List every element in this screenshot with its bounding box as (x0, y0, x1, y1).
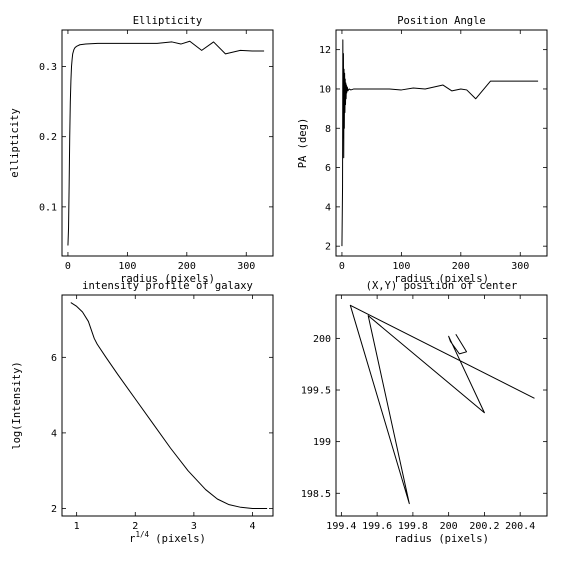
plot-frame (335, 294, 548, 517)
y-tick-label: 4 (51, 428, 57, 439)
y-tick-label: 2 (325, 242, 331, 253)
x-tick-label: 100 (392, 261, 410, 272)
chart-title: Ellipticity (133, 15, 203, 27)
panel-2: 0 100 200 300 2 4 6 8 10 12 Position Angle radius (… (297, 15, 548, 285)
y-axis-label: PA (deg) (297, 118, 309, 169)
x-tick-label: 200 (452, 261, 470, 272)
series-line-1 (70, 302, 268, 509)
y-tick-label: 4 (325, 202, 331, 213)
panel-1: 0 100 200 300 0.1 0.2 0.3 Ellipticity radius (pi… (9, 15, 274, 285)
plot-frame (61, 29, 274, 257)
x-axis-label: radius (pixels) (394, 273, 489, 285)
x-tick-label: 199.8 (398, 521, 428, 532)
x-axis-label: r1/4 (pixels) (129, 530, 206, 545)
y-tick-label: 0.3 (39, 62, 57, 73)
y-tick-label: 200 (313, 334, 331, 345)
chart-title: intensity profile of galaxy (82, 280, 253, 292)
y-tick-label: 199.5 (301, 386, 331, 397)
y-tick-label: 10 (319, 84, 331, 95)
x-tick-label: 300 (511, 261, 529, 272)
x-tick-label: 200 (178, 261, 196, 272)
y-tick-label: 6 (325, 163, 331, 174)
x-tick-label: 0 (339, 261, 345, 272)
y-tick-label: 199 (313, 437, 331, 448)
plot-frame (335, 29, 548, 257)
x-tick-label: 4 (249, 521, 255, 532)
series-line-1 (349, 304, 535, 505)
x-tick-label: 200.4 (505, 521, 535, 532)
chart-title: Position Angle (397, 15, 486, 27)
series-line-1 (67, 40, 265, 246)
x-tick-label: 2 (132, 521, 138, 532)
y-tick-label: 2 (51, 504, 57, 515)
plot-frame (61, 294, 274, 517)
x-axis-label: radius (pixels) (120, 273, 215, 285)
y-tick-label: 0.2 (39, 132, 57, 143)
y-tick-label: 8 (325, 124, 331, 135)
series-line-1 (341, 39, 539, 247)
y-tick-label: 0.1 (39, 202, 57, 213)
x-axis-label: radius (pixels) (394, 533, 489, 545)
y-tick-label: 198.5 (301, 489, 331, 500)
chart-title: (X,Y) position of center (366, 280, 518, 292)
x-tick-label: 1 (74, 521, 80, 532)
x-tick-label: 200 (440, 521, 458, 532)
x-tick-label: 3 (191, 521, 197, 532)
y-axis-label: log(Intensity) (11, 361, 23, 450)
x-tick-label: 199.4 (326, 521, 356, 532)
x-tick-label: 100 (118, 261, 136, 272)
x-tick-label: 300 (237, 261, 255, 272)
x-tick-label: 200.2 (469, 521, 499, 532)
x-tick-label: 0 (65, 261, 71, 272)
y-axis-label: ellipticity (9, 108, 21, 178)
panel-3: 1 2 3 4 2 4 6 intensity profile of galaxy r1/4 (… (11, 280, 274, 545)
x-tick-label: 199.6 (362, 521, 392, 532)
y-tick-label: 12 (319, 45, 331, 56)
panel-4: 199.4 199.6 199.8 200 200.2 200.4 198.5 199 199.… (301, 280, 548, 545)
y-tick-label: 6 (51, 353, 57, 364)
